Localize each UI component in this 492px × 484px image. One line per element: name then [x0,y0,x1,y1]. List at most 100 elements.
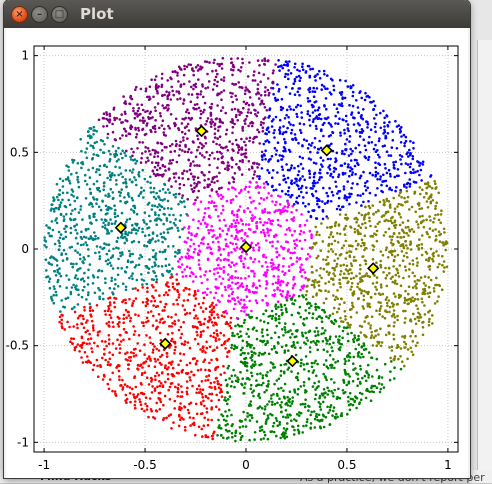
scatter-point [80,231,83,234]
scatter-point [351,150,354,153]
scatter-point [168,263,171,266]
scatter-point [295,335,298,338]
maximize-button[interactable]: □ [51,6,68,23]
scatter-point [339,131,342,134]
scatter-point [61,199,64,202]
scatter-point [244,382,247,385]
scatter-point [180,407,183,410]
close-button[interactable]: × [11,6,28,23]
scatter-point [219,125,222,128]
scatter-point [154,131,157,134]
scatter-point [241,58,244,61]
scatter-point [340,102,343,105]
scatter-point [218,301,221,304]
scatter-point [125,130,128,133]
scatter-point [124,236,127,239]
scatter-point [272,219,275,222]
scatter-point [375,344,378,347]
scatter-point [154,205,157,208]
scatter-point [396,303,399,306]
scatter-point [275,267,278,270]
scatter-point [230,62,233,65]
scatter-point [62,180,65,183]
scatter-point [87,169,90,172]
scatter-point [184,429,187,432]
scatter-point [196,149,199,152]
scatter-point [132,253,135,256]
scatter-point [239,205,242,208]
scatter-point [117,267,120,270]
scatter-point [287,292,290,295]
scatter-point [76,323,79,326]
scatter-point [220,212,223,215]
scatter-point [301,63,304,66]
scatter-point [335,413,338,416]
scatter-point [198,107,201,110]
scatter-point [402,230,405,233]
scatter-point [276,395,279,398]
scatter-point [388,228,391,231]
scatter-point [226,403,229,406]
scatter-point [155,75,158,78]
scatter-point [188,129,191,132]
scatter-point [145,360,148,363]
scatter-point [308,378,311,381]
scatter-point [243,358,246,361]
scatter-point [307,65,310,68]
scatter-point [193,84,196,87]
scatter-point [341,247,344,250]
scatter-point [59,178,62,181]
scatter-point [236,376,239,379]
scatter-point [403,145,406,148]
scatter-point [298,94,301,97]
scatter-point [179,67,182,70]
scatter-point [280,158,283,161]
scatter-point [108,325,111,328]
scatter-point [287,404,290,407]
scatter-point [91,203,94,206]
scatter-point [168,91,171,94]
minimize-button[interactable]: – [31,6,48,23]
scatter-point [216,259,219,262]
scatter-point [266,128,269,131]
scatter-point [252,200,255,203]
scatter-point [230,346,233,349]
scatter-point [394,120,397,123]
scatter-point [106,125,109,128]
scatter-point [434,183,437,186]
scatter-point [380,305,383,308]
scatter-point [213,201,216,204]
scatter-point [322,394,325,397]
scatter-point [206,411,209,414]
scatter-point [242,340,245,343]
scatter-point [261,429,264,432]
scatter-point [310,158,313,161]
scatter-point [241,377,244,380]
scatter-point [404,317,407,320]
scatter-point [217,316,220,319]
scatter-point [201,154,204,157]
scatter-point [312,68,315,71]
scatter-point [94,235,97,238]
title-bar[interactable]: × – □ Plot [4,0,470,28]
scatter-point [426,252,429,255]
scatter-point [103,112,106,115]
scatter-point [400,236,403,239]
scatter-point [162,223,165,226]
scatter-point [230,288,233,291]
scatter-point [164,169,167,172]
scatter-point [176,372,179,375]
scatter-point [333,103,336,106]
scatter-point [73,306,76,309]
scatter-point [273,431,276,434]
scatter-point [384,310,387,313]
scatter-point [193,294,196,297]
scatter-point [154,213,157,216]
scatter-point [351,304,354,307]
scatter-point [347,373,350,376]
scatter-point [107,361,110,364]
scatter-point [115,297,118,300]
scatter-point [344,143,347,146]
scatter-point [142,325,145,328]
scatter-point [344,362,347,365]
